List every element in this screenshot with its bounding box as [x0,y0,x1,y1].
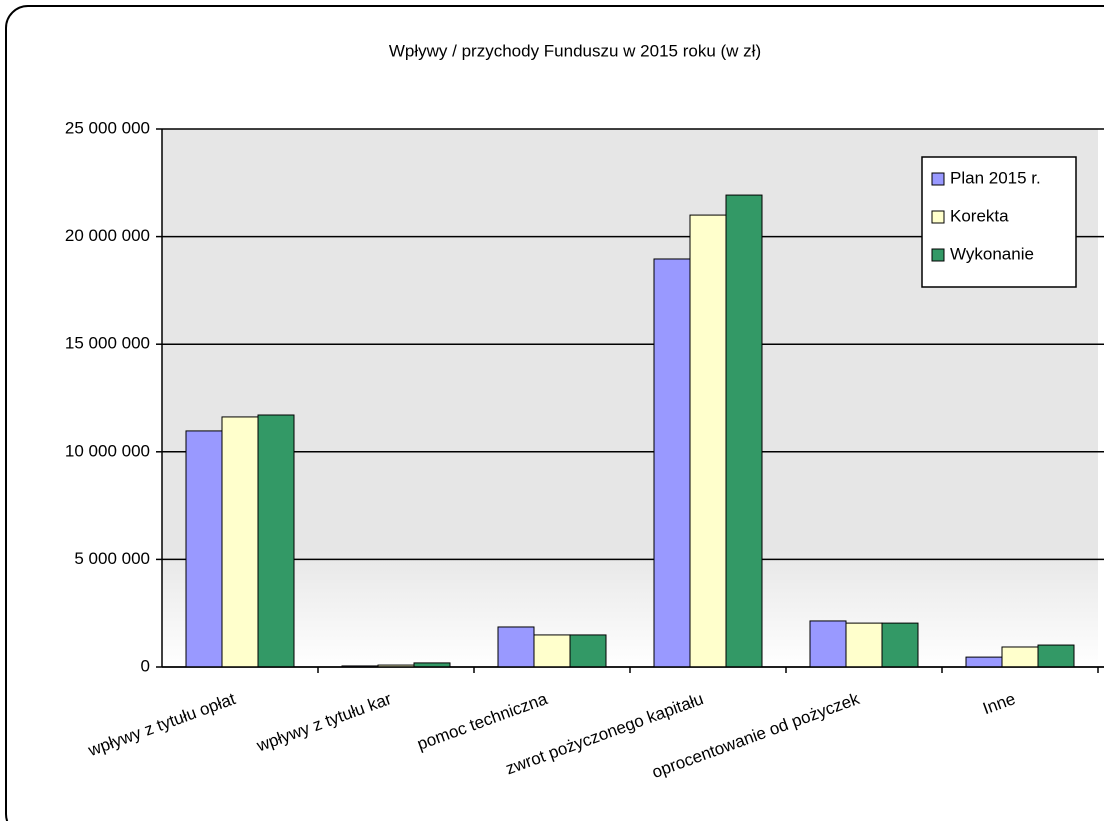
y-tick-label: 10 000 000 [65,441,150,460]
bar [257,414,295,668]
y-tick-label: 20 000 000 [65,226,150,245]
bar [221,416,259,668]
bar [569,634,607,668]
bar [809,620,847,668]
legend-swatch [931,210,945,224]
y-tick-label: 0 [141,656,150,675]
bar [881,622,919,668]
y-tick-label: 5 000 000 [74,549,150,568]
legend-label: Plan 2015 r. [950,168,1041,187]
y-tick-label: 25 000 000 [65,118,150,137]
legend-label: Wykonanie [950,244,1034,263]
legend-label: Korekta [950,206,1009,225]
bar [533,634,571,668]
bar [497,626,535,668]
bar [185,430,223,668]
bar [653,258,691,668]
bar [845,622,883,668]
legend-box [921,156,1077,288]
bar [1001,646,1039,668]
bar [689,214,727,668]
legend-swatch [931,248,945,262]
y-tick-label: 15 000 000 [65,334,150,353]
chart-title: Wpływy / przychody Funduszu w 2015 roku … [389,41,761,60]
bar [965,656,1003,668]
bar [1037,644,1075,668]
bar [725,194,763,668]
legend-swatch [931,172,945,186]
